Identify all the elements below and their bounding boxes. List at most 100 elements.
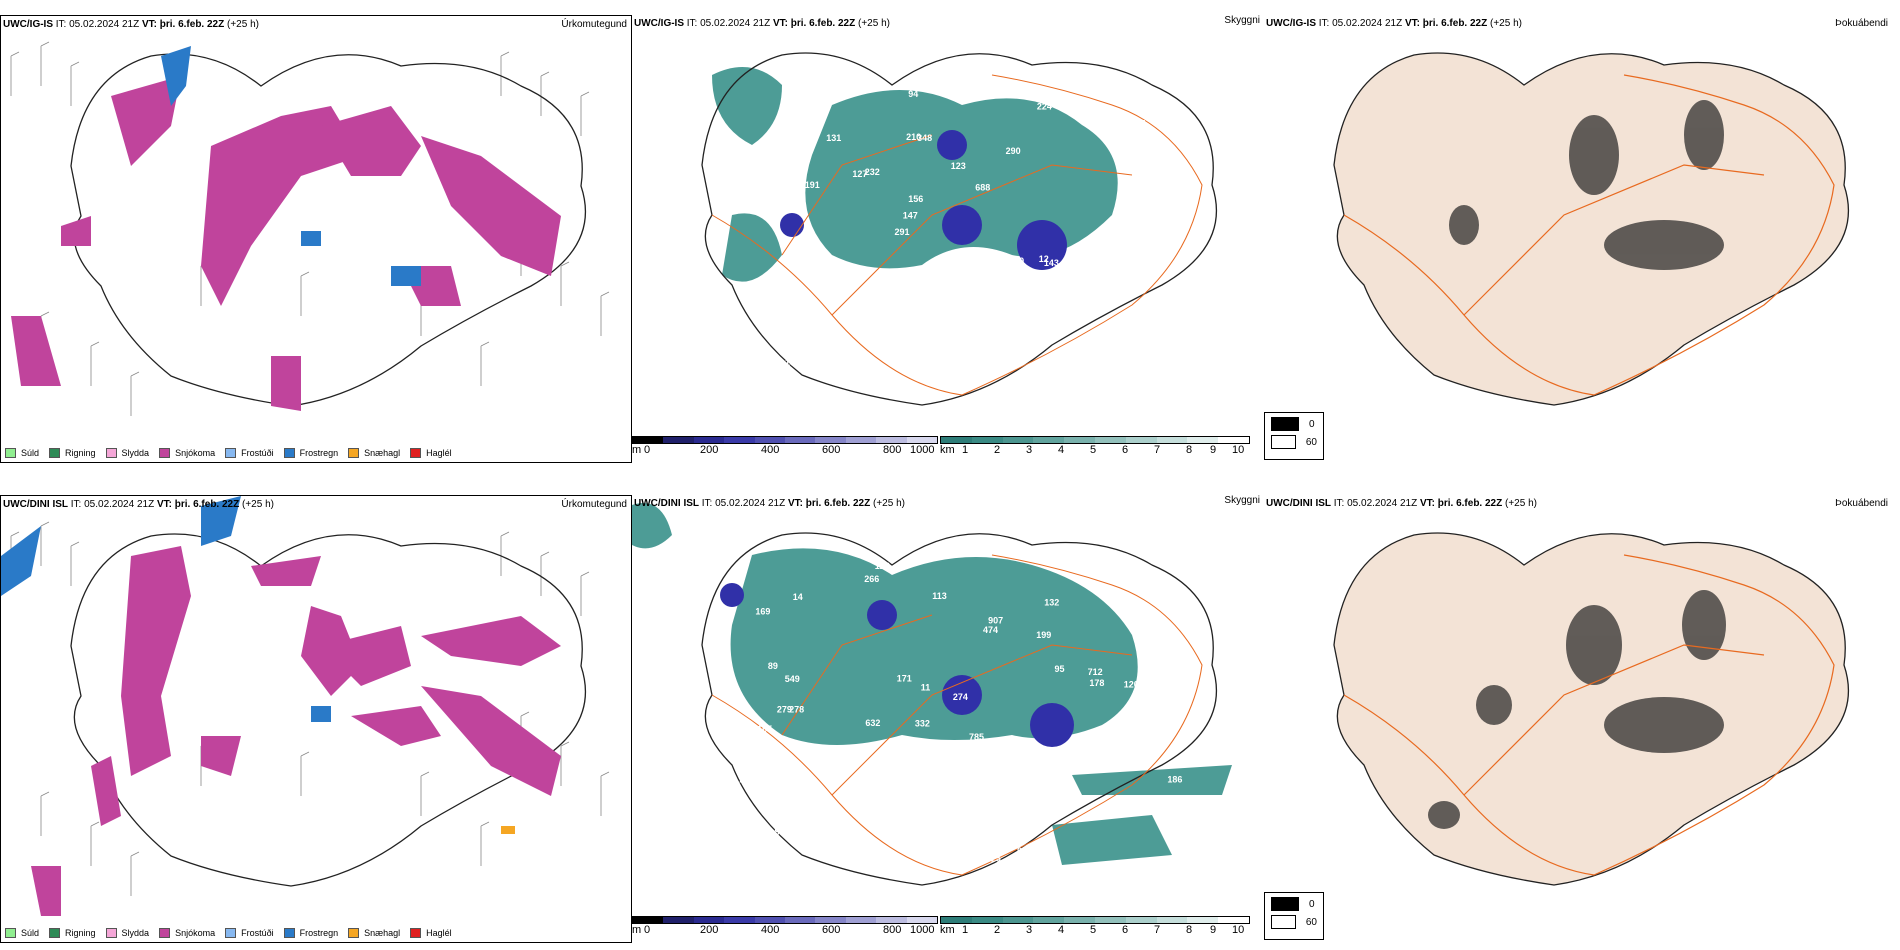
visibility-value-label: 396 <box>1153 170 1168 180</box>
visibility-colorbar-m-bottom: m 0 200 400 600 800 1000 <box>632 916 938 936</box>
fog-legend-item: 0 <box>1271 897 1317 911</box>
legend-item: Snjókoma <box>159 928 215 938</box>
visibility-value-label: 156 <box>908 194 923 204</box>
visibility-value-label: 178 <box>1089 678 1104 688</box>
legend-swatch <box>348 928 360 938</box>
visibility-value-label: 907 <box>988 616 1003 626</box>
visibility-value-label: 12 <box>1039 254 1049 264</box>
visibility-colorbar-m-top: m 0 200 400 600 800 1000 <box>632 436 938 456</box>
visibility-value-label: 56 <box>1088 353 1098 363</box>
tick-label: 400 <box>761 924 780 936</box>
visibility-value-label: 123 <box>951 161 966 171</box>
visibility-value-label: 552 <box>763 783 778 793</box>
precip-panel-top: UWC/IG-IS IT: 05.02.2024 21Z VT: þri. 6.… <box>0 15 632 463</box>
visibility-value-label: 210 <box>906 132 921 142</box>
legend-item: Haglél <box>410 928 452 938</box>
colorbar-unit: km <box>940 444 955 456</box>
precip-panel-bottom: UWC/DINI ISL IT: 05.02.2024 21Z VT: þri.… <box>0 495 632 943</box>
fog-swatch <box>1271 435 1296 449</box>
tick-label: 800 <box>883 444 902 456</box>
visibility-value-label: 266 <box>864 574 879 584</box>
visibility-value-label: 187 <box>1077 566 1092 576</box>
colorbar-m <box>632 916 938 924</box>
visibility-value-label: 125 <box>778 294 793 304</box>
visibility-value-label: 300 <box>975 855 990 865</box>
visibility-labels: 128 132 100 332 785 278 169 199 105 474 274 372 266 6… <box>740 561 1183 865</box>
tick-label: 1000 <box>910 444 935 456</box>
legend-item: Súld <box>5 448 39 458</box>
tick-label: 9 <box>1210 444 1217 456</box>
visibility-value-label: 117 <box>770 129 785 139</box>
tick-label: 8 <box>1186 444 1193 456</box>
fog-map-bottom <box>1333 532 1850 886</box>
visibility-value-label: 474 <box>983 625 998 635</box>
visibility-value-label: 199 <box>1036 630 1051 640</box>
iceland-outline-top-mid <box>701 52 1218 406</box>
fog-dark-areas <box>1449 100 1724 270</box>
tick-label: 0 <box>644 444 651 456</box>
panel-header: UWC/IG-IS IT: 05.02.2024 21Z VT: þri. 6.… <box>1266 18 1522 29</box>
visibility-value-label: 290 <box>1006 146 1021 156</box>
legend-item: Snjókoma <box>159 448 215 458</box>
roads <box>711 74 1203 396</box>
legend-swatch <box>5 928 16 938</box>
precip-map-top <box>10 41 610 416</box>
panel-header: UWC/DINI ISL IT: 05.02.2024 21Z VT: þri.… <box>1266 498 1537 509</box>
visibility-value-label: 641 <box>1165 679 1180 689</box>
legend-swatch <box>225 448 237 458</box>
legend-item: Rigning <box>49 448 96 458</box>
tick-label: 2 <box>994 444 1001 456</box>
legend-swatch <box>410 928 422 938</box>
visibility-value-label: 348 <box>917 133 932 143</box>
visibility-value-label: 151 <box>785 358 800 368</box>
visibility-value-label: 11 <box>921 683 931 693</box>
fog-legend-item: 60 <box>1271 435 1317 449</box>
legend-item: Slydda <box>105 928 149 938</box>
tick-label: 1 <box>962 444 969 456</box>
frostregn-areas <box>161 46 421 286</box>
visibility-value-label: 105 <box>757 724 772 734</box>
visibility-value-label: 105 <box>1131 119 1146 129</box>
tick-label: 0 <box>644 924 651 936</box>
visibility-value-label: 253 <box>899 826 914 836</box>
visibility-value-label: 785 <box>969 732 984 742</box>
snow-areas <box>31 546 561 916</box>
tick-label: 600 <box>822 924 841 936</box>
visibility-value-label: 100 <box>1159 682 1174 692</box>
visibility-value-label: 169 <box>755 606 770 616</box>
legend-swatch <box>49 448 61 458</box>
tick-label: 1 <box>962 924 969 936</box>
tick-label: 1000 <box>910 924 935 936</box>
legend-item: Rigning <box>49 928 96 938</box>
visibility-value-label: 278 <box>789 704 804 714</box>
visibility-value-label: 14 <box>827 349 837 359</box>
visibility-value-label: 147 <box>903 211 918 221</box>
precip-map-bottom <box>1 496 610 916</box>
visibility-value-label: 232 <box>865 167 880 177</box>
legend-item: Frostregn <box>283 448 338 458</box>
panel-title: Skyggni <box>1224 15 1260 26</box>
iceland-outline-top-left <box>70 53 587 407</box>
tick-label: 5 <box>1090 924 1097 936</box>
visibility-value-label: 108 <box>1123 353 1138 363</box>
colorbar-m <box>632 436 938 444</box>
legend-item: Frostúði <box>225 928 274 938</box>
visibility-value-label: 549 <box>785 674 800 684</box>
fog-legend-top: 0 60 <box>1264 412 1324 460</box>
fog-legend-item: 0 <box>1271 417 1317 431</box>
visibility-value-label: 440 <box>740 776 755 786</box>
legend-swatch <box>410 448 422 458</box>
iceland-land-top <box>1333 52 1850 406</box>
visibility-value-label: 95 <box>1055 664 1065 674</box>
tick-label: 3 <box>1026 444 1033 456</box>
legend-item: Slydda <box>105 448 149 458</box>
visibility-value-label: 143 <box>1044 258 1059 268</box>
panel-header: UWC/IG-IS IT: 05.02.2024 21Z VT: þri. 6.… <box>3 19 259 30</box>
panel-header: UWC/DINI ISL IT: 05.02.2024 21Z VT: þri.… <box>3 499 274 510</box>
visibility-value-label: 14 <box>793 592 803 602</box>
visibility-map-bottom <box>632 503 1232 886</box>
visibility-value-label: 335 <box>921 808 936 818</box>
visibility-value-label: 332 <box>915 718 930 728</box>
visibility-value-label: 712 <box>1088 667 1103 677</box>
panel-header: UWC/DINI ISL IT: 05.02.2024 21Z VT: þri.… <box>634 498 905 509</box>
